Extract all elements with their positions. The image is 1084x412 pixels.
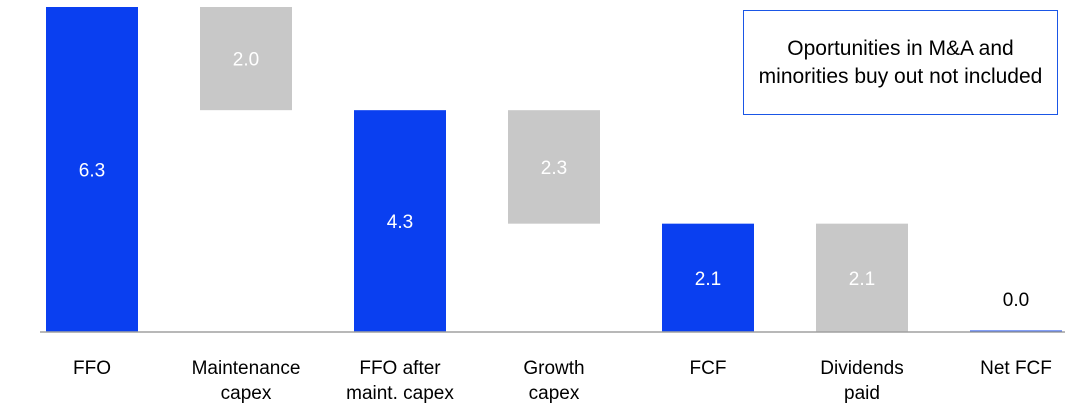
category-labels-layer: FFO Maintenance capex FFO after maint. capex…: [73, 358, 1052, 404]
category-label-4: FCF: [690, 358, 727, 379]
data-label-0: 6.3: [79, 161, 105, 182]
category-label-line: FFO: [73, 358, 111, 379]
category-label-6: Net FCF: [980, 358, 1052, 379]
data-label-3: 2.3: [541, 158, 567, 179]
category-label-line: FCF: [690, 358, 727, 379]
category-label-line: Net FCF: [980, 358, 1052, 379]
annotation-box: Oportunities in M&A and minorities buy o…: [743, 10, 1058, 115]
data-label-1: 2.0: [233, 50, 259, 71]
category-label-line: paid: [844, 383, 880, 404]
category-label-1: Maintenance capex: [192, 358, 301, 404]
category-label-line: capex: [529, 383, 580, 404]
annotation-text: Oportunities in M&A and minorities buy o…: [758, 36, 1043, 88]
category-label-2: FFO after maint. capex: [346, 358, 454, 404]
category-label-line: Maintenance: [192, 358, 301, 379]
category-label-3: Growth capex: [523, 358, 584, 404]
bar-1: [200, 7, 292, 111]
category-label-0: FFO: [73, 358, 111, 379]
category-label-line: Dividends: [820, 358, 903, 379]
bar-5: [816, 223, 908, 332]
data-label-6: 0.0: [1003, 290, 1029, 311]
data-label-5: 2.1: [849, 269, 875, 290]
bars-layer: 6.3 2.0 4.3 2.3 2.1 2.1 0.0: [46, 7, 1062, 332]
category-label-5: Dividends paid: [820, 358, 903, 404]
bar-0: [46, 7, 138, 332]
bar-2: [354, 110, 446, 332]
data-label-2: 4.3: [387, 212, 413, 233]
category-label-line: FFO after: [359, 358, 441, 379]
category-label-line: capex: [221, 383, 272, 404]
bar-3: [508, 110, 600, 224]
bar-4: [662, 223, 754, 332]
data-label-4: 2.1: [695, 269, 721, 290]
category-label-line: maint. capex: [346, 383, 454, 404]
category-label-line: Growth: [523, 358, 584, 379]
